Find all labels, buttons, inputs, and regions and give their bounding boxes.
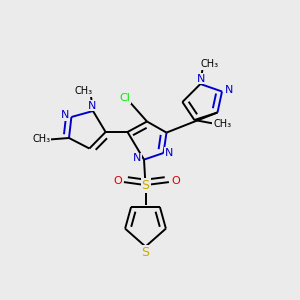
Text: N: N — [133, 153, 142, 164]
Text: S: S — [142, 178, 149, 192]
Text: O: O — [113, 176, 122, 187]
Text: N: N — [61, 110, 69, 121]
Text: CH₃: CH₃ — [200, 59, 218, 69]
Text: N: N — [197, 74, 206, 84]
Text: CH₃: CH₃ — [75, 86, 93, 96]
Text: N: N — [224, 85, 233, 95]
Text: N: N — [88, 100, 96, 111]
Text: N: N — [165, 148, 174, 158]
Text: CH₃: CH₃ — [213, 118, 231, 129]
Text: O: O — [171, 176, 180, 187]
Text: Cl: Cl — [120, 93, 130, 103]
Text: CH₃: CH₃ — [32, 134, 50, 145]
Text: S: S — [142, 245, 149, 259]
